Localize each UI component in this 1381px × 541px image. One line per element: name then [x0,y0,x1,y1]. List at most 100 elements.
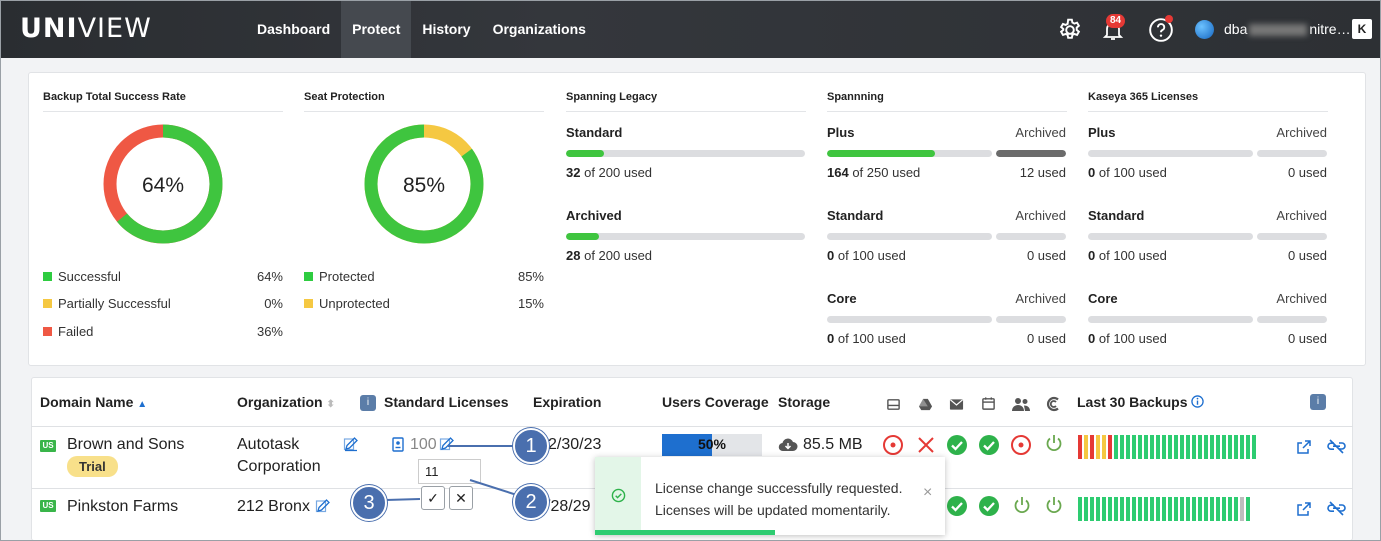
status-success-icon[interactable] [946,495,968,517]
status-warning-icon[interactable] [882,434,904,456]
col-organization[interactable]: Organization ⬍ [237,394,335,410]
backup-day-bar [1090,497,1094,521]
toast-message: License change successfully requested. Li… [655,480,903,518]
col-domain-name[interactable]: Domain Name ▲ [40,394,148,410]
backup-day-bar [1132,435,1136,459]
legend-swatch [43,272,52,281]
info-icon[interactable]: i [360,395,376,411]
external-link-icon[interactable] [1296,501,1312,517]
info-icon[interactable]: i [1310,394,1326,410]
bar-fill [662,434,712,456]
status-failed-icon[interactable] [915,434,937,456]
nav-dashboard[interactable]: Dashboard [257,21,331,37]
kaseya-standard-bar [1088,233,1253,240]
col-users-coverage: Users Coverage [662,394,769,410]
legend-failed: Failed 36% [43,324,283,340]
spanning-core-archived-bar [996,316,1066,323]
edit-org-icon[interactable] [343,436,359,452]
backup-day-bar [1084,497,1088,521]
backup-donut-center: 64% [142,174,184,197]
kaseya-standard-archived-bar [1257,233,1327,240]
kaseya-core-archived-label: Archived [1276,291,1327,306]
help-icon[interactable] [1148,17,1174,43]
backup-day-bar [1114,497,1118,521]
toast-close-button[interactable]: × [923,484,933,501]
spanning-core-archived-label: Archived [1015,291,1066,306]
edit-org-icon[interactable] [315,498,331,514]
gear-icon[interactable] [1057,17,1083,43]
power-icon[interactable] [1043,494,1065,516]
legacy-archived-used: 28 of 200 used [566,248,653,263]
seat-donut: 85% [364,124,484,244]
edit-licenses-icon[interactable] [439,436,455,452]
backup-day-bar [1138,435,1142,459]
country-flag-us: US [40,440,56,452]
spanning-icon [1046,396,1059,412]
backup-day-bar [1102,435,1106,459]
unlink-icon[interactable] [1327,438,1346,455]
seat-protection-title: Seat Protection [304,91,385,103]
kaseya-standard-used: 0 of 100 used [1088,248,1167,263]
confirm-button[interactable]: ✓ [421,486,445,510]
cancel-button[interactable]: ✕ [449,486,473,510]
backup-day-bar [1168,435,1172,459]
domain-name-link[interactable]: Brown and Sons [67,436,185,453]
nav-organizations[interactable]: Organizations [492,21,586,37]
spanning-core-bar [827,316,992,323]
legacy-archived-bar [566,233,805,240]
domain-name-link[interactable]: Pinkston Farms [67,498,179,515]
spanning-standard-archived-bar [996,233,1066,240]
legend-unprotected: Unprotected 15% [304,296,544,312]
drive-icon [918,398,933,411]
status-success-icon[interactable] [946,434,968,456]
backup-day-bar [1120,435,1124,459]
server-icon [887,399,900,410]
spanning-plus-label: Plus [827,125,855,140]
avatar[interactable] [1195,20,1214,39]
backup-day-bar [1144,435,1148,459]
power-icon[interactable] [1043,432,1065,454]
expiration-date: /28/29 [546,498,591,515]
backup-day-bar [1234,497,1238,521]
backup-day-bar [1108,435,1112,459]
backup-day-bar [1216,435,1220,459]
user-name[interactable]: dba nitre… [1224,21,1351,37]
legend-swatch [43,299,52,308]
toast-side [595,457,641,535]
nav-protect[interactable]: Protect [341,0,412,58]
backup-day-bar [1228,435,1232,459]
spanning-plus-used: 164 of 250 used [827,165,921,180]
backup-day-bar [1234,435,1238,459]
status-success-icon[interactable] [978,434,1000,456]
backup-history-sparkline [1078,435,1256,459]
check-circle-icon [611,488,626,503]
backup-day-bar [1198,497,1202,521]
uniview-logo[interactable]: UNIVIEW [20,13,152,44]
spanning-standard-archived-used: 0 used [1026,248,1066,263]
spanning-standard-label: Standard [827,208,884,223]
callout-3: 3 [351,485,387,521]
kaseya-standard-label: Standard [1088,208,1145,223]
status-warning-icon[interactable] [1010,434,1032,456]
external-link-icon[interactable] [1296,439,1312,455]
legend-successful: Successful 64% [43,269,283,285]
backup-day-bar [1252,435,1256,459]
backup-day-bar [1180,497,1184,521]
backup-day-bar [1216,497,1220,521]
backup-day-bar [1144,497,1148,521]
standard-licenses-value: 100 [410,436,437,453]
kaseya-core-label: Core [1088,291,1118,306]
mail-icon [949,399,964,410]
col-expiration: Expiration [533,394,602,410]
sort-asc-icon: ▲ [137,399,148,410]
kaseya-standard-archived-used: 0 used [1287,248,1327,263]
backup-day-bar [1210,435,1214,459]
power-icon[interactable] [1011,494,1033,516]
unlink-icon[interactable] [1327,500,1346,517]
spanning-plus-archived-used: 12 used [1019,165,1066,180]
trial-badge: Trial [67,456,118,477]
kaseya-menu-button[interactable]: K [1352,19,1372,39]
backup-day-bar [1138,497,1142,521]
nav-history[interactable]: History [422,21,471,37]
status-success-icon[interactable] [978,495,1000,517]
